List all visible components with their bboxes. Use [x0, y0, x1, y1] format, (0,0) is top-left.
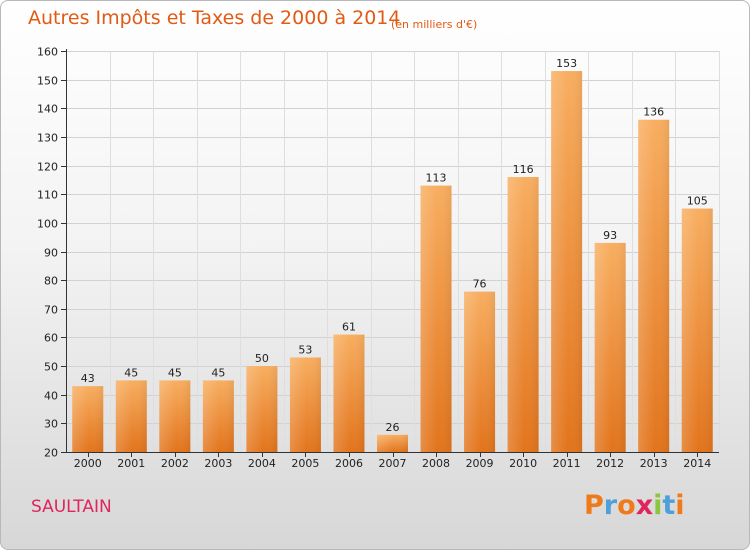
data-label: 153 — [556, 57, 577, 70]
bar-shade — [289, 357, 321, 452]
logo-letter: P — [584, 490, 604, 521]
x-tick-label: 2006 — [335, 457, 363, 470]
bar-shade — [159, 380, 191, 452]
data-label: 136 — [643, 106, 664, 119]
data-label: 105 — [687, 195, 708, 208]
y-tick-label: 110 — [37, 189, 58, 202]
y-tick-label: 150 — [37, 75, 58, 88]
bar-shade — [72, 386, 104, 452]
x-tick-label: 2007 — [379, 457, 407, 470]
y-tick-label: 50 — [44, 361, 58, 374]
data-label: 50 — [255, 352, 269, 365]
data-label: 45 — [168, 366, 182, 379]
bar-shade — [377, 434, 408, 452]
data-label: 61 — [342, 321, 356, 334]
y-tick-label: 20 — [44, 447, 58, 460]
data-label: 113 — [426, 172, 447, 185]
x-tick-label: 2010 — [509, 457, 537, 470]
y-tick-label: 140 — [37, 103, 58, 116]
logo-letter: x — [635, 490, 654, 521]
logo-letter: i — [653, 490, 663, 521]
y-tick-label: 70 — [44, 304, 58, 317]
x-tick-label: 2003 — [204, 457, 232, 470]
chart-title: Autres Impôts et Taxes de 2000 à 2014 — [28, 7, 401, 29]
commune-name: SAULTAIN — [31, 497, 112, 517]
data-label: 26 — [386, 421, 400, 434]
chart-unit-label: (en milliers d'€) — [391, 18, 478, 31]
x-tick-label: 2009 — [466, 457, 494, 470]
axes — [61, 49, 719, 457]
labels: 20 30 40 50 60 70 80 90 100 110 120 130 140 150 160 43 2… — [37, 46, 711, 471]
data-label: 53 — [298, 343, 312, 356]
proxiti-logo: Proxiti — [584, 490, 685, 521]
data-label: 45 — [211, 366, 225, 379]
x-tick-label: 2004 — [248, 457, 276, 470]
x-tick-label: 2014 — [683, 457, 711, 470]
bar-shade — [333, 334, 365, 452]
y-tick-label: 80 — [44, 275, 58, 288]
x-tick-label: 2013 — [640, 457, 668, 470]
bar-shade — [115, 380, 147, 452]
y-tick-label: 30 — [44, 418, 58, 431]
y-tick-label: 160 — [37, 46, 58, 59]
logo-letter: t — [662, 490, 676, 521]
logo-letter: r — [603, 490, 618, 521]
x-tick-label: 2001 — [117, 457, 145, 470]
y-tick-label: 90 — [44, 247, 58, 260]
y-tick-label: 60 — [44, 332, 58, 345]
x-tick-label: 2002 — [161, 457, 189, 470]
data-label: 43 — [81, 372, 95, 385]
y-tick-label: 40 — [44, 390, 58, 403]
bar-shade — [464, 291, 496, 452]
x-tick-label: 2005 — [291, 457, 319, 470]
y-tick-label: 120 — [37, 161, 58, 174]
x-tick-label: 2012 — [596, 457, 624, 470]
bar-shade — [507, 177, 539, 452]
data-label: 116 — [513, 163, 534, 176]
bar-shade — [681, 208, 713, 452]
x-tick-label: 2008 — [422, 457, 450, 470]
logo-letter: i — [675, 490, 685, 521]
y-tick-label: 130 — [37, 132, 58, 145]
x-tick-label: 2000 — [74, 457, 102, 470]
bars — [72, 71, 713, 453]
x-tick-label: 2011 — [553, 457, 581, 470]
bar-shade — [202, 380, 234, 452]
data-label: 45 — [124, 366, 138, 379]
data-label: 76 — [473, 278, 487, 291]
bar-shade — [594, 242, 626, 452]
data-label: 93 — [603, 229, 617, 242]
bar-shade — [638, 119, 670, 452]
logo-letter: o — [617, 490, 636, 521]
bar-shade — [551, 71, 583, 453]
bar-shade — [420, 185, 452, 452]
bar-shade — [246, 366, 278, 452]
y-tick-label: 100 — [37, 218, 58, 231]
